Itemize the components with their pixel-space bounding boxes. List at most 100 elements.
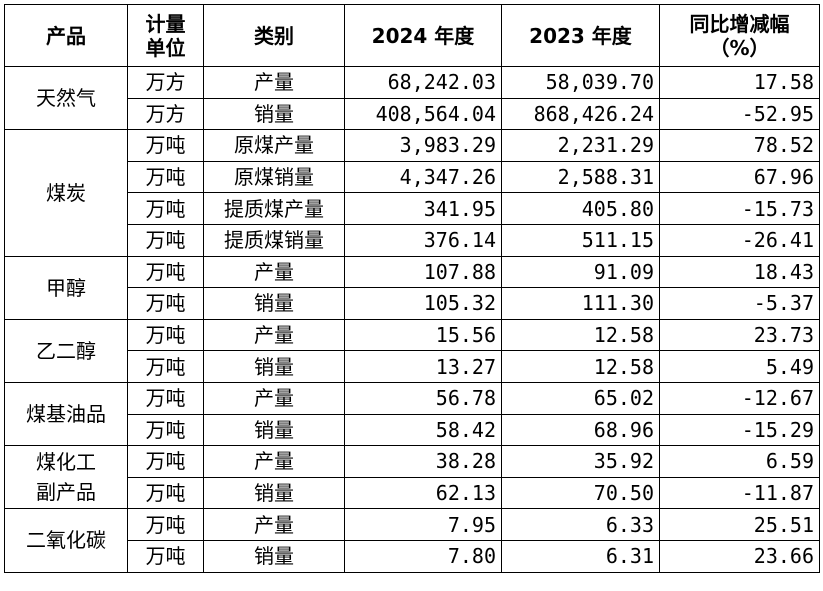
category-cell: 产量: [203, 508, 345, 541]
value-2023-cell: 6.31: [501, 539, 660, 573]
header-category: 类别: [203, 4, 345, 67]
value-2024-cell: 3,983.29: [344, 129, 502, 162]
yoy-cell: -15.29: [659, 413, 820, 447]
table-body: 天然气 万方 产量 68,242.03 58,039.70 17.58 万方 销量 408,56…: [4, 65, 820, 573]
yoy-cell: -11.87: [659, 476, 820, 510]
product-cell: 天然气: [4, 65, 128, 131]
unit-cell: 万方: [127, 66, 204, 99]
yoy-cell: -26.41: [659, 223, 820, 257]
unit-cell: 万吨: [127, 413, 204, 447]
value-2024-cell: 376.14: [344, 223, 502, 257]
category-cell: 提质煤产量: [203, 192, 345, 225]
category-cell: 产量: [203, 318, 345, 352]
unit-cell: 万吨: [127, 508, 204, 541]
unit-cell: 万吨: [127, 445, 204, 478]
product-name: 煤炭: [46, 180, 86, 205]
unit-cell: 万吨: [127, 287, 204, 320]
category-cell: 产量: [203, 66, 345, 99]
value-2023-cell: 68.96: [501, 413, 660, 447]
product-cell: 煤基油品: [4, 381, 128, 447]
table-row: 万吨 销量 13.27 12.58 5.49: [5, 350, 820, 383]
product-name: 煤基油品: [26, 402, 106, 427]
table-row: 万吨 销量 62.13 70.50 -11.87: [5, 476, 820, 510]
value-2023-cell: 405.80: [501, 192, 660, 225]
category-cell: 产量: [203, 445, 345, 478]
yoy-cell: 78.52: [659, 129, 820, 162]
value-2023-cell: 2,588.31: [501, 160, 660, 194]
header-row: 产品 计量 单位 类别 2024 年度 2023 年度 同比增减幅 （%）: [4, 4, 820, 67]
header-yoy-line2: （%）: [709, 35, 770, 60]
table-row: 万吨 原煤销量 4,347.26 2,588.31 67.96: [5, 160, 820, 194]
category-cell: 销量: [203, 476, 345, 510]
header-yoy-line1: 同比增减幅: [689, 11, 790, 36]
unit-cell: 万吨: [127, 350, 204, 383]
table-row: 乙二醇 万吨 产量 15.56 12.58 23.73: [4, 318, 820, 383]
value-2024-cell: 62.13: [344, 476, 502, 510]
category-cell: 原煤产量: [203, 129, 345, 162]
table-row: 万吨 提质煤产量 341.95 405.80 -15.73: [5, 192, 820, 225]
header-2023-label: 2023 年度: [529, 23, 632, 48]
value-2024-cell: 341.95: [344, 192, 502, 225]
value-2024-cell: 38.28: [344, 445, 502, 478]
yoy-cell: -52.95: [659, 97, 820, 131]
value-2023-cell: 12.58: [501, 318, 660, 352]
header-unit-line1: 计量: [145, 11, 186, 36]
product-name: 二氧化碳: [26, 528, 106, 553]
yoy-cell: -5.37: [659, 287, 820, 320]
unit-cell: 万吨: [127, 160, 204, 194]
yoy-cell: -15.73: [659, 192, 820, 225]
value-2024-cell: 7.95: [344, 508, 502, 541]
table-row: 万吨 销量 105.32 111.30 -5.37: [5, 287, 820, 320]
unit-cell: 万吨: [127, 381, 204, 415]
value-2023-cell: 111.30: [501, 287, 660, 320]
yoy-cell: 23.66: [659, 539, 820, 573]
table-row: 二氧化碳 万吨 产量 7.95 6.33 25.51: [4, 508, 820, 573]
header-product-label: 产品: [46, 23, 86, 48]
category-cell: 销量: [203, 350, 345, 383]
table-row: 万吨 销量 7.80 6.31 23.66: [5, 539, 820, 573]
yoy-cell: 25.51: [659, 508, 820, 541]
category-cell: 提质煤销量: [203, 223, 345, 257]
header-category-label: 类别: [254, 23, 294, 48]
yoy-cell: 17.58: [659, 66, 820, 99]
table-row: 天然气 万方 产量 68,242.03 58,039.70 17.58: [4, 65, 820, 131]
value-2023-cell: 2,231.29: [501, 129, 660, 162]
yoy-cell: 6.59: [659, 445, 820, 478]
value-2024-cell: 105.32: [344, 287, 502, 320]
unit-cell: 万吨: [127, 223, 204, 257]
header-yoy: 同比增减幅 （%）: [659, 4, 820, 67]
value-2023-cell: 65.02: [501, 381, 660, 415]
table-row: 煤炭 万吨 原煤产量 3,983.29 2,231.29 78.52: [4, 129, 820, 257]
category-cell: 原煤销量: [203, 160, 345, 194]
value-2023-cell: 91.09: [501, 255, 660, 289]
unit-cell: 万吨: [127, 192, 204, 225]
product-cell: 二氧化碳: [4, 508, 128, 573]
category-cell: 销量: [203, 287, 345, 320]
header-2024: 2024 年度: [344, 4, 502, 67]
value-2023-cell: 6.33: [501, 508, 660, 541]
unit-cell: 万吨: [127, 539, 204, 573]
unit-cell: 万方: [127, 97, 204, 131]
value-2024-cell: 7.80: [344, 539, 502, 573]
category-cell: 销量: [203, 97, 345, 131]
table-row: 甲醇 万吨 产量 107.88 91.09 18.43: [4, 255, 820, 320]
unit-cell: 万吨: [127, 255, 204, 289]
value-2023-cell: 70.50: [501, 476, 660, 510]
value-2024-cell: 68,242.03: [344, 66, 502, 99]
product-cell: 甲醇: [4, 255, 128, 320]
yoy-cell: -12.67: [659, 381, 820, 415]
table-row: 万吨 销量 58.42 68.96 -15.29: [5, 413, 820, 447]
table-row: 煤基油品 万吨 产量 56.78 65.02 -12.67: [4, 381, 820, 447]
yoy-cell: 67.96: [659, 160, 820, 194]
table-row: 万方 销量 408,564.04 868,426.24 -52.95: [5, 97, 820, 131]
value-2023-cell: 868,426.24: [501, 97, 660, 131]
yoy-cell: 23.73: [659, 318, 820, 352]
production-sales-table: 产品 计量 单位 类别 2024 年度 2023 年度 同比增减幅 （%） 天然…: [4, 4, 820, 573]
value-2024-cell: 13.27: [344, 350, 502, 383]
header-product: 产品: [4, 4, 128, 67]
yoy-cell: 18.43: [659, 255, 820, 289]
product-cell: 乙二醇: [4, 318, 128, 383]
value-2024-cell: 107.88: [344, 255, 502, 289]
header-unit: 计量 单位: [127, 4, 204, 67]
yoy-cell: 5.49: [659, 350, 820, 383]
